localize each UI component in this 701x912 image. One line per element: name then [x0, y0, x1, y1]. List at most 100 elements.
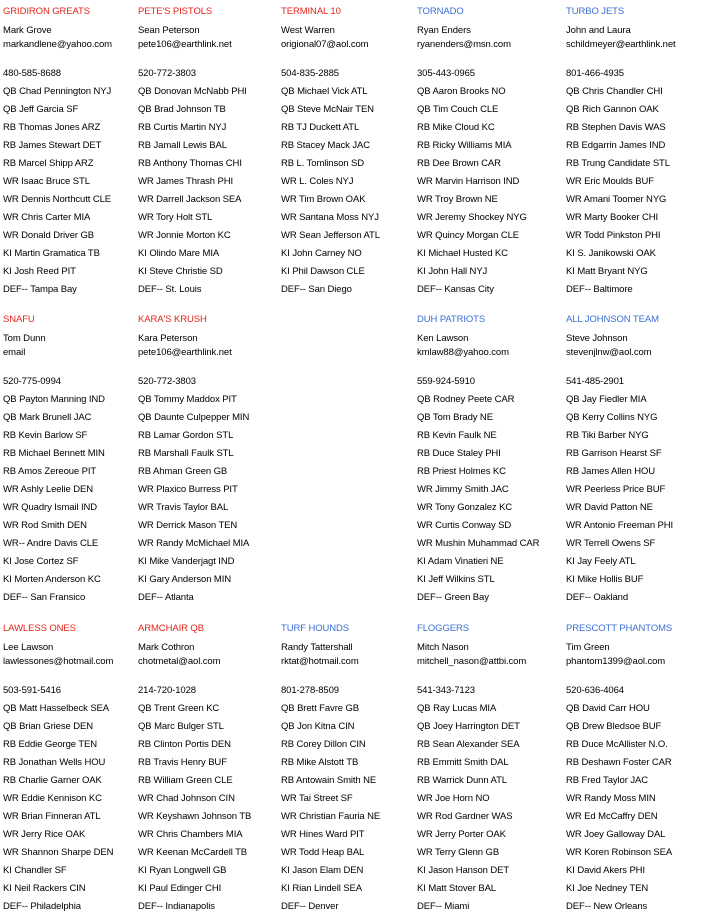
roster-entry: KI John Hall NYJ	[417, 266, 488, 277]
roster-entry: WR Chad Johnson CIN	[138, 793, 235, 804]
email: origional07@aol.com	[281, 39, 369, 50]
roster-entry: WR Antonio Freeman PHI	[566, 520, 674, 531]
roster-entry: DEF-- Oakland	[566, 592, 629, 603]
roster-entry: RB Deshawn Foster CAR	[566, 757, 672, 768]
roster-entry: QB Chad Pennington NYJ	[3, 86, 112, 97]
roster-entry: QB Payton Manning IND	[3, 394, 105, 405]
team-title: PETE'S PISTOLS	[138, 6, 213, 17]
roster-entry: RB Marshall Faulk STL	[138, 448, 234, 459]
roster-entry: DEF-- Indianapolis	[138, 901, 215, 912]
roster-entry: KI Mike Hollis BUF	[566, 574, 644, 585]
roster-entry: RB TJ Duckett ATL	[281, 122, 360, 133]
email: schildmeyer@earthlink.net	[566, 39, 676, 50]
team-title: KARA'S KRUSH	[138, 314, 207, 325]
phone: 214-720-1028	[138, 685, 196, 696]
roster-entry: KI Josh Reed PIT	[3, 266, 76, 277]
roster-entry: RB Anthony Thomas CHI	[138, 158, 242, 169]
roster-entry: WR Shannon Sharpe DEN	[3, 847, 114, 858]
roster-entry: DEF-- Denver	[281, 901, 339, 912]
phone: 801-466-4935	[566, 68, 624, 79]
roster-entry: RB Dee Brown CAR	[417, 158, 501, 169]
roster-entry: KI Jay Feely ATL	[566, 556, 636, 567]
team-title: TORNADO	[417, 6, 464, 17]
roster-entry: KI Adam Vinatieri NE	[417, 556, 504, 567]
roster-entry: RB Charlie Garner OAK	[3, 775, 102, 786]
roster-entry: WR Isaac Bruce STL	[3, 176, 90, 187]
roster-entry: DEF-- St. Louis	[138, 284, 202, 295]
roster-entry: RB Sean Alexander SEA	[417, 739, 520, 750]
phone: 541-343-7123	[417, 685, 475, 696]
roster-entry: RB Duce Staley PHI	[417, 448, 501, 459]
roster-entry: WR Ashly Leelie DEN	[3, 484, 93, 495]
roster-entry: WR Plaxico Burress PIT	[138, 484, 238, 495]
roster-entry: QB Rich Gannon OAK	[566, 104, 659, 115]
team-title: TURF HOUNDS	[281, 623, 350, 634]
roster-entry: WR Amani Toomer NYG	[566, 194, 667, 205]
roster-entry: WR Joey Galloway DAL	[566, 829, 666, 840]
roster-entry: RB Warrick Dunn ATL	[417, 775, 507, 786]
roster-entry: WR Jerry Rice OAK	[3, 829, 86, 840]
roster-entry: KI Ryan Longwell GB	[138, 865, 227, 876]
roster-entry: WR Chris Carter MIA	[3, 212, 91, 223]
team-title: SNAFU	[3, 314, 35, 325]
roster-entry: WR Terrell Owens SF	[566, 538, 656, 549]
roster-entry: QB Daunte Culpepper MIN	[138, 412, 250, 423]
roster-entry: KI Matt Bryant NYG	[566, 266, 648, 277]
roster-entry: WR Peerless Price BUF	[566, 484, 666, 495]
email: markandlene@yahoo.com	[3, 39, 112, 50]
roster-entry: RB James Stewart DET	[3, 140, 102, 151]
roster-entry: RB Thomas Jones ARZ	[3, 122, 101, 133]
roster-entry: RB L. Tomlinson SD	[281, 158, 365, 169]
roster-entry: QB David Carr HOU	[566, 703, 650, 714]
email: stevenjlnw@aol.com	[566, 347, 652, 358]
roster-entry: KI Steve Christie SD	[138, 266, 223, 277]
roster-entry: QB Marc Bulger STL	[138, 721, 224, 732]
roster-entry: WR Randy Moss MIN	[566, 793, 656, 804]
roster-entry: QB Chris Chandler CHI	[566, 86, 663, 97]
team-title: ARMCHAIR QB	[138, 623, 204, 634]
phone: 801-278-8509	[281, 685, 339, 696]
owner: Tom Dunn	[3, 333, 46, 344]
roster-entry: DEF-- New Orleans	[566, 901, 648, 912]
roster-entry: KI Jason Hanson DET	[417, 865, 510, 876]
phone: 503-591-5416	[3, 685, 61, 696]
roster-entry: RB Antowain Smith NE	[281, 775, 377, 786]
roster-entry: KI David Akers PHI	[566, 865, 645, 876]
owner: Kara Peterson	[138, 333, 198, 344]
roster-entry: RB Trung Candidate STL	[566, 158, 670, 169]
owner: Lee Lawson	[3, 642, 54, 653]
team-title: TERMINAL 10	[281, 6, 341, 17]
roster-entry: RB Fred Taylor JAC	[566, 775, 648, 786]
roster-entry: WR Terry Glenn GB	[417, 847, 500, 858]
roster-entry: RB Eddie George TEN	[3, 739, 98, 750]
roster-entry: WR-- Andre Davis CLE	[3, 538, 99, 549]
roster-entry: WR Joe Horn NO	[417, 793, 490, 804]
roster-entry: WR L. Coles NYJ	[281, 176, 354, 187]
roster-entry: WR Todd Heap BAL	[281, 847, 365, 858]
roster-entry: QB Kerry Collins NYG	[566, 412, 658, 423]
roster-entry: WR Troy Brown NE	[417, 194, 498, 205]
roster-entry: QB Ray Lucas MIA	[417, 703, 497, 714]
roster-entry: WR James Thrash PHI	[138, 176, 234, 187]
roster-entry: WR Brian Finneran ATL	[3, 811, 101, 822]
roster-entry: RB Emmitt Smith DAL	[417, 757, 509, 768]
roster-entry: DEF-- Tampa Bay	[3, 284, 77, 295]
roster-entry: WR Dennis Northcutt CLE	[3, 194, 112, 205]
roster-entry: RB Curtis Martin NYJ	[138, 122, 227, 133]
email: chotmetal@aol.com	[138, 656, 221, 667]
roster-entry: WR Darrell Jackson SEA	[138, 194, 242, 205]
roster-entry: DEF-- Miami	[417, 901, 470, 912]
owner: Ryan Enders	[417, 25, 471, 36]
email: lawlessones@hotmail.com	[3, 656, 114, 667]
owner: John and Laura	[566, 25, 631, 36]
roster-entry: RB Lamar Gordon STL	[138, 430, 234, 441]
roster-entry: WR Eric Moulds BUF	[566, 176, 654, 187]
roster-entry: WR Jeremy Shockey NYG	[417, 212, 527, 223]
roster-entry: WR Rod Gardner WAS	[417, 811, 513, 822]
roster-entry: WR Mushin Muhammad CAR	[417, 538, 540, 549]
owner: Mark Cothron	[138, 642, 195, 653]
roster-entry: QB Tom Brady NE	[417, 412, 493, 423]
roster-entry: KI Joe Nedney TEN	[566, 883, 649, 894]
roster-entry: RB Jamall Lewis BAL	[138, 140, 227, 151]
roster-entry: WR Randy McMichael MIA	[138, 538, 250, 549]
